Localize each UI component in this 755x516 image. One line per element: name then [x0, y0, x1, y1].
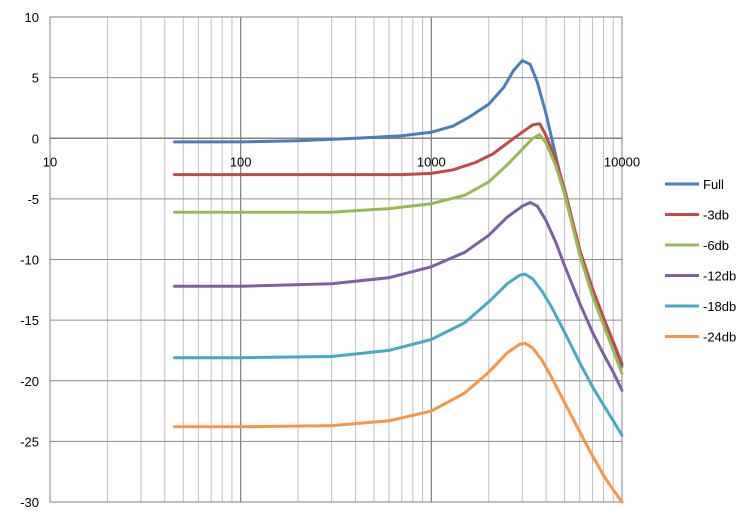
y-tick-label: 0 — [32, 131, 39, 146]
y-tick-label: 10 — [25, 10, 39, 25]
series-line — [173, 122, 624, 366]
series-layer — [173, 59, 624, 504]
y-tick-label: -30 — [20, 495, 39, 510]
y-tick-label: -5 — [27, 192, 39, 207]
series-line — [173, 201, 624, 392]
legend-label: -3db — [703, 208, 729, 223]
axes: 10 5 0 -5 -10 -15 -20 -25 -30 10 100 1000 10000 — [20, 10, 640, 510]
legend-label: -6db — [703, 238, 729, 253]
series-line — [173, 341, 624, 504]
y-tick-label: -20 — [20, 374, 39, 389]
legend-label: -24db — [703, 330, 736, 345]
x-tick-label: 10000 — [604, 154, 640, 169]
y-tick-label: 5 — [32, 71, 39, 86]
y-tick-label: -25 — [20, 434, 39, 449]
y-tick-label: -10 — [20, 253, 39, 268]
series-line — [173, 272, 624, 437]
series-line — [173, 133, 624, 375]
x-tick-label: 1000 — [417, 154, 446, 169]
x-tick-label: 10 — [43, 154, 57, 169]
legend: Full -3db -6db -12db -18db -24db — [665, 177, 736, 345]
grid — [49, 16, 623, 503]
legend-label: -12db — [703, 269, 736, 284]
x-tick-label: 100 — [230, 154, 252, 169]
y-tick-label: -15 — [20, 313, 39, 328]
legend-label: -18db — [703, 299, 736, 314]
legend-label: Full — [703, 177, 724, 192]
